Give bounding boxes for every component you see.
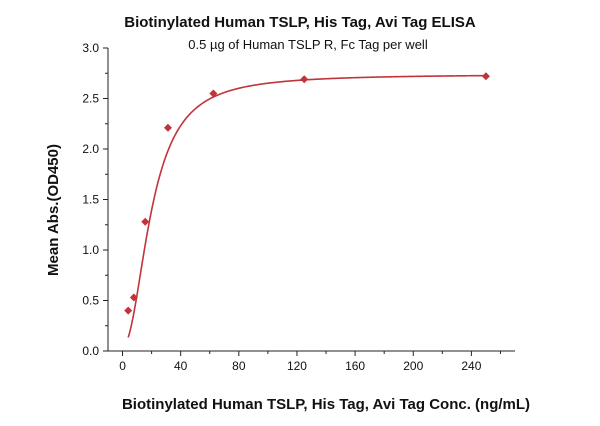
x-tick-label: 240 (461, 359, 481, 373)
x-tick-label: 160 (345, 359, 365, 373)
data-point (163, 123, 172, 132)
x-tick-label: 80 (232, 359, 246, 373)
ticks: 0.0 0.5 1.0 1.5 2.0 2.5 3.0 0 40 80 120 160 200 240 (82, 41, 501, 373)
x-axis-title: Biotinylated Human TSLP, His Tag, Avi Ta… (122, 396, 530, 413)
y-tick-label: 0.5 (82, 294, 99, 308)
fit-curve-layer (127, 74, 486, 338)
data-point (129, 293, 138, 302)
data-points (124, 72, 490, 315)
x-tick-label: 40 (174, 359, 188, 373)
y-tick-label: 1.0 (82, 243, 99, 257)
y-tick-label: 1.5 (82, 193, 99, 207)
y-tick-label: 2.0 (82, 142, 99, 156)
data-point (124, 306, 133, 315)
x-tick-label: 0 (119, 359, 126, 373)
y-tick-label: 2.5 (82, 92, 99, 106)
data-point (300, 75, 309, 84)
data-point (141, 217, 150, 226)
y-axis-title: Mean Abs.(OD450) (45, 144, 62, 276)
x-tick-label: 120 (287, 359, 307, 373)
axes (107, 48, 515, 352)
chart-title: Biotinylated Human TSLP, His Tag, Avi Ta… (124, 14, 476, 31)
y-tick-label: 3.0 (82, 41, 99, 55)
fit-curve (127, 74, 486, 338)
x-tick-label: 200 (403, 359, 423, 373)
data-point (209, 89, 218, 98)
data-point (481, 72, 490, 81)
y-tick-label: 0.0 (82, 344, 99, 358)
chart-subtitle: 0.5 µg of Human TSLP R, Fc Tag per well (188, 37, 428, 52)
